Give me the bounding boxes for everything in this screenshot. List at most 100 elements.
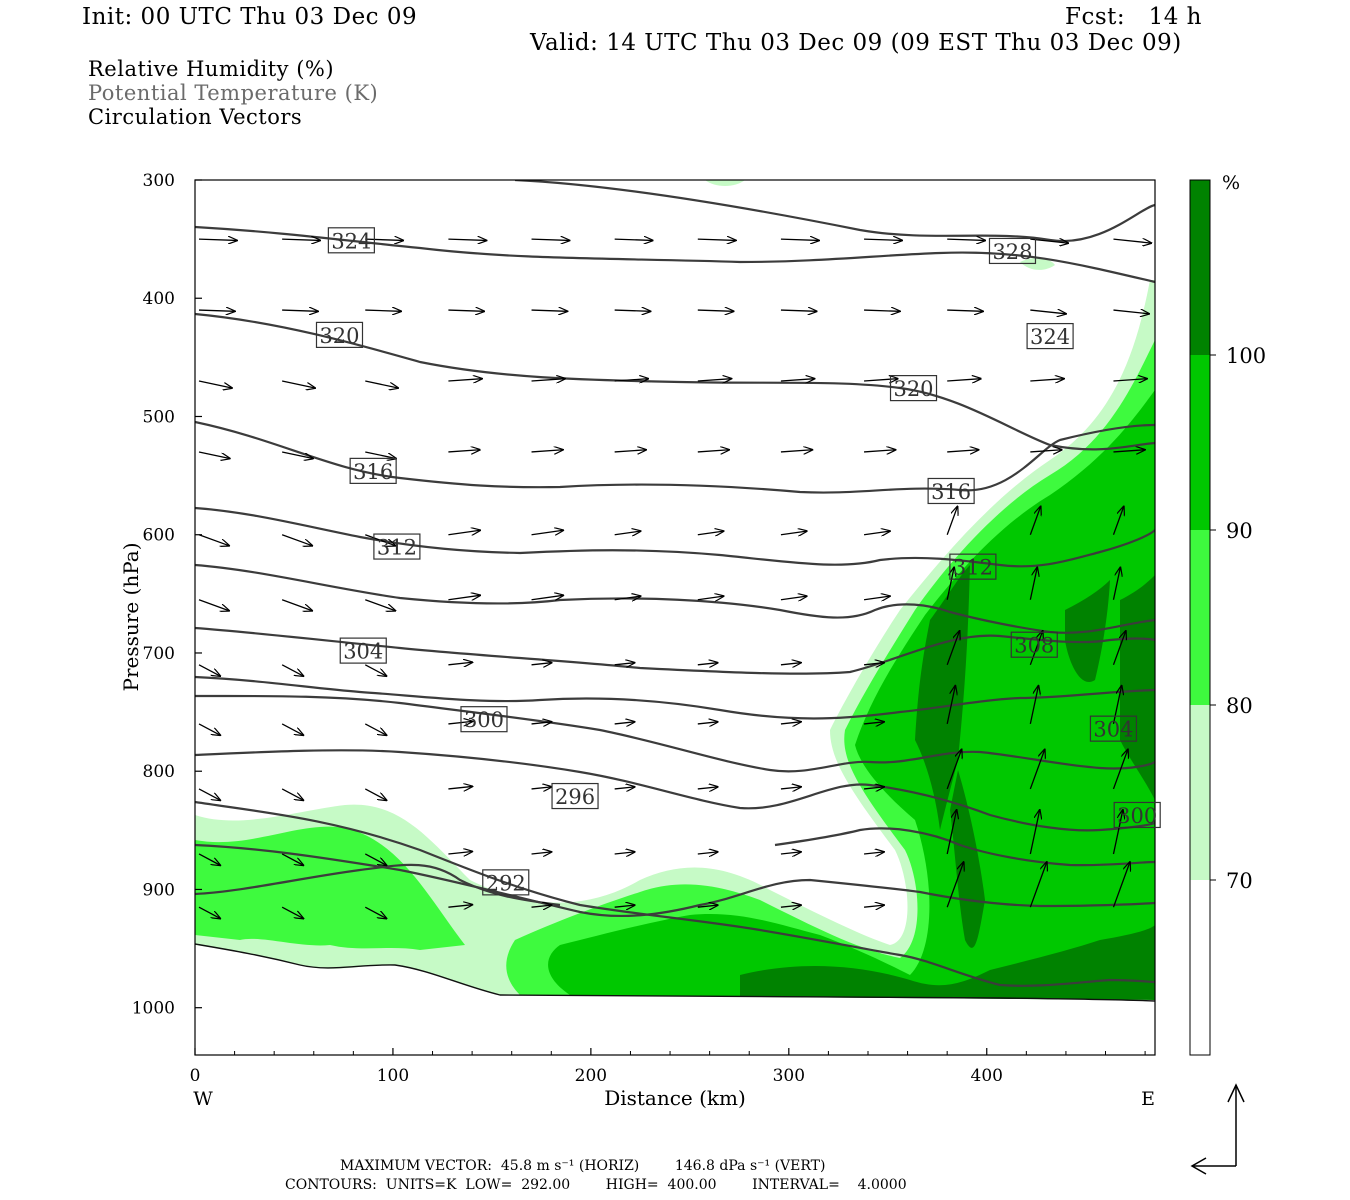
y-axis-label: Pressure (hPa) bbox=[119, 543, 143, 692]
theta-contour-line bbox=[514, 180, 1155, 243]
circulation-vector bbox=[365, 239, 403, 240]
rh100-region bbox=[1120, 575, 1155, 800]
circulation-vector bbox=[864, 663, 884, 665]
circulation-vector bbox=[448, 905, 472, 908]
circulation-vector bbox=[531, 239, 570, 240]
theta-contour-line bbox=[195, 626, 1155, 675]
axes: 300 400 500 600 700 800 900 1000 0 100 200 300 400 bbox=[132, 171, 1146, 1086]
circulation-vector bbox=[198, 723, 220, 735]
circulation-vector bbox=[614, 663, 635, 665]
circulation-vector bbox=[1112, 810, 1122, 855]
theta-contour-line bbox=[195, 800, 1155, 987]
circulation-vector bbox=[780, 596, 807, 600]
circulation-vector bbox=[780, 450, 812, 452]
ground-surface bbox=[195, 943, 1155, 1002]
circulation-vector bbox=[531, 310, 568, 311]
circulation-vector bbox=[614, 450, 646, 452]
circulation-vectors bbox=[198, 239, 1151, 918]
circulation-vector bbox=[281, 451, 313, 459]
circulation-vector bbox=[946, 749, 961, 790]
x-tick-label: 100 bbox=[377, 1066, 409, 1086]
circulation-vector bbox=[946, 810, 956, 855]
circulation-vector bbox=[198, 906, 220, 918]
circulation-vector bbox=[697, 596, 724, 600]
circulation-vector bbox=[364, 664, 386, 676]
circulation-vector bbox=[1029, 686, 1038, 725]
circulation-vector bbox=[448, 450, 479, 452]
circulation-vector bbox=[281, 788, 303, 800]
circulation-vector bbox=[780, 531, 807, 535]
theta-label: 328 bbox=[992, 240, 1032, 264]
theta-contour-line bbox=[195, 843, 1155, 918]
circulation-vector bbox=[198, 534, 229, 546]
circulation-vector bbox=[1029, 507, 1040, 535]
theta-label: 324 bbox=[1030, 325, 1070, 349]
circulation-vector bbox=[947, 239, 985, 240]
theta-contour-line bbox=[195, 863, 561, 907]
theta-label: 300 bbox=[1117, 804, 1157, 828]
circulation-vector bbox=[864, 379, 898, 381]
reference-vector bbox=[1190, 1083, 1245, 1175]
circulation-vector bbox=[531, 722, 552, 724]
y-tick-label: 500 bbox=[143, 407, 175, 427]
theta-label: 300 bbox=[464, 708, 504, 732]
circulation-vector bbox=[1029, 862, 1046, 908]
init-time: Init: 00 UTC Thu 03 Dec 09 bbox=[82, 4, 418, 30]
colorbar-label: 90 bbox=[1226, 519, 1253, 543]
y-tick-label: 800 bbox=[143, 762, 175, 782]
circulation-vector bbox=[1113, 310, 1149, 314]
circulation-vector bbox=[531, 379, 566, 381]
theta-label-box bbox=[1089, 715, 1138, 742]
theta-labels: 324 328 320 324 320 316 316 312 312 304 308 300 304 2… bbox=[315, 227, 1161, 896]
circulation-vector bbox=[364, 788, 386, 800]
circulation-vector bbox=[864, 787, 884, 789]
theta-contour-line bbox=[195, 563, 1155, 634]
circulation-vector bbox=[697, 239, 736, 240]
circulation-vector bbox=[614, 722, 635, 724]
y-tick-label: 600 bbox=[143, 526, 175, 546]
theta-contour-line bbox=[195, 675, 1155, 720]
theta-label-box bbox=[551, 782, 599, 810]
theta-label-box bbox=[1010, 631, 1058, 658]
circulation-vector bbox=[364, 906, 386, 918]
circulation-vector bbox=[1113, 239, 1151, 243]
circulation-vector bbox=[198, 310, 235, 311]
legend-potential-temperature: Potential Temperature (K) bbox=[88, 81, 379, 105]
circulation-vector bbox=[614, 596, 641, 600]
circulation-vector bbox=[1112, 749, 1127, 790]
circulation-vector bbox=[365, 534, 395, 546]
circulation-vector bbox=[1030, 239, 1068, 243]
circulation-vector bbox=[946, 507, 957, 535]
theta-label-box bbox=[339, 637, 387, 664]
circulation-vector bbox=[1029, 631, 1042, 666]
x-tick-label: 300 bbox=[773, 1066, 805, 1086]
circulation-vector bbox=[697, 531, 724, 535]
forecast-hour: Fcst: 14 h bbox=[1065, 4, 1202, 30]
circulation-vector bbox=[947, 450, 978, 452]
circulation-vector bbox=[697, 379, 732, 381]
circulation-vector bbox=[1030, 310, 1066, 314]
circulation-vector bbox=[448, 310, 484, 311]
valid-time: Valid: 14 UTC Thu 03 Dec 09 (09 EST Thu … bbox=[530, 30, 1182, 56]
circulation-vector bbox=[780, 379, 815, 381]
theta-label-box bbox=[1113, 801, 1161, 829]
circulation-vector bbox=[864, 450, 895, 452]
circulation-vector bbox=[198, 239, 237, 240]
circulation-vector bbox=[282, 239, 320, 240]
theta-label: 304 bbox=[343, 640, 383, 664]
plot-frame bbox=[194, 179, 1156, 1056]
terrain-mask bbox=[195, 945, 1155, 1055]
circulation-vector bbox=[531, 905, 552, 907]
circulation-vector bbox=[198, 664, 220, 676]
circulation-vector bbox=[365, 380, 398, 388]
circulation-vector bbox=[780, 239, 819, 240]
circulation-vector bbox=[198, 451, 230, 459]
ground-line bbox=[195, 943, 1155, 1002]
circulation-vector bbox=[697, 450, 729, 452]
x-tick-label: 200 bbox=[575, 1066, 607, 1086]
circulation-vector bbox=[282, 310, 318, 311]
circulation-vector bbox=[448, 379, 482, 381]
theta-contour-line bbox=[195, 506, 1155, 568]
theta-label: 308 bbox=[1014, 634, 1054, 658]
x-tick-label: 0 bbox=[190, 1066, 201, 1086]
